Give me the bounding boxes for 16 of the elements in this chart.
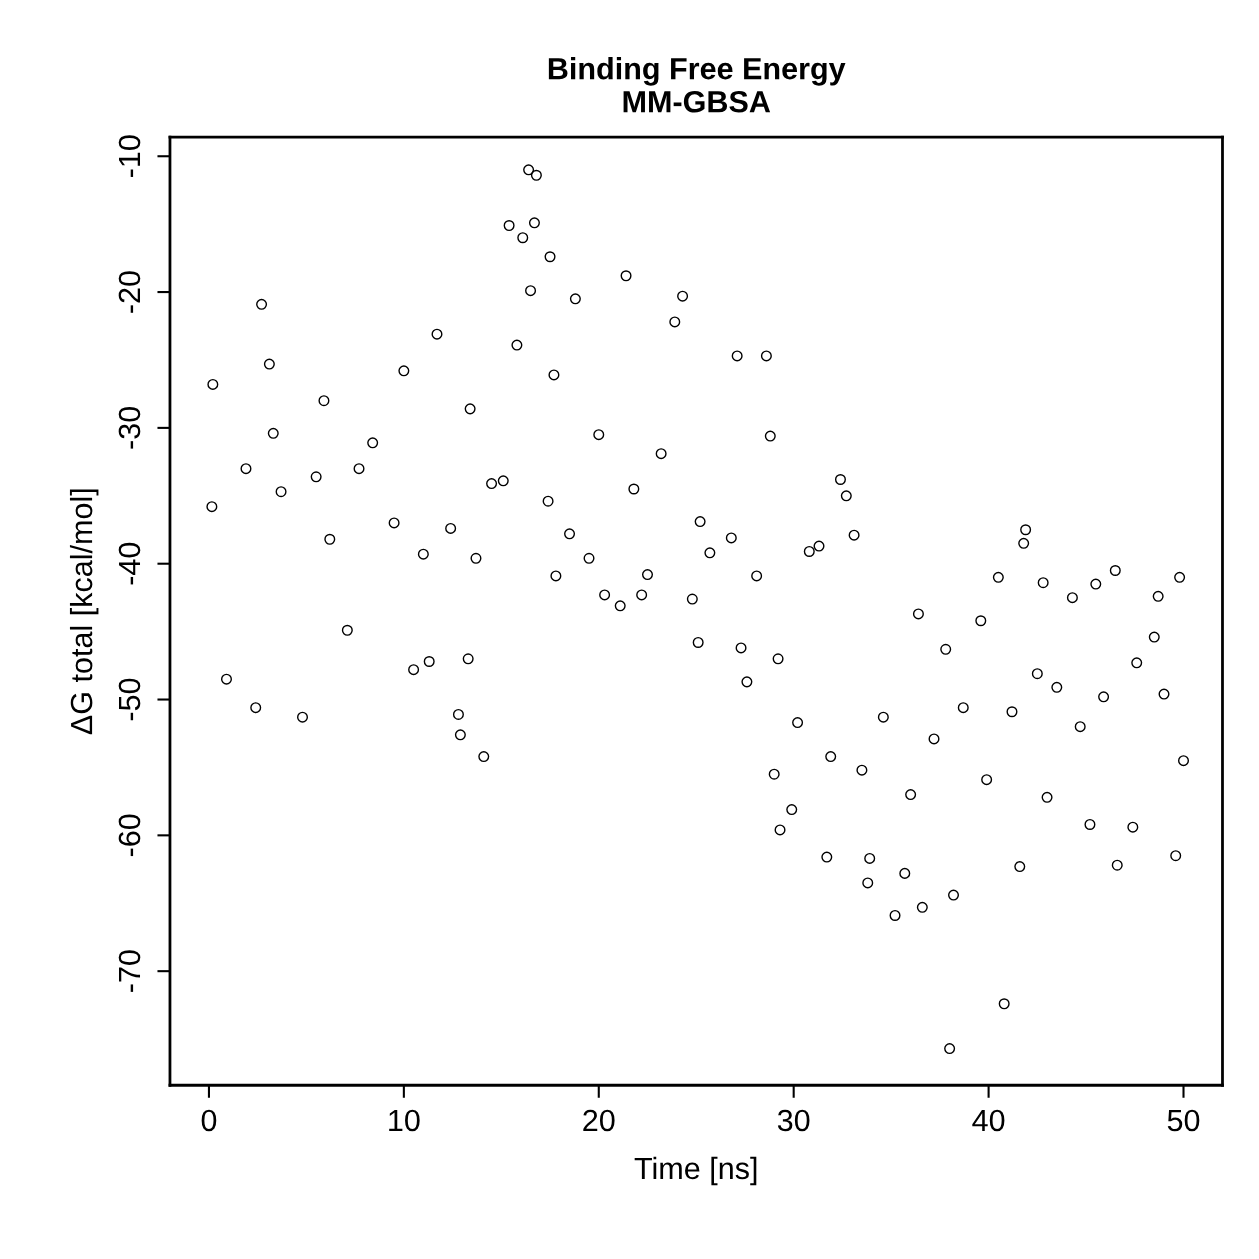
y-axis-title: ΔG total [kcal/mol]	[69, 489, 99, 735]
x-tick-label: 30	[777, 1109, 810, 1132]
x-tick-label: 0	[201, 1109, 217, 1132]
y-tick-label: -40	[118, 542, 141, 585]
x-tick-label: 10	[389, 1109, 420, 1132]
y-tick-label: -10	[118, 135, 141, 177]
x-tick-label: 20	[583, 1109, 615, 1132]
chart-title: Binding Free Energy MM-GBSA	[548, 57, 846, 113]
x-axis-title: Time [ns]	[634, 1156, 757, 1186]
y-tick-label: -20	[118, 271, 141, 313]
y-tick-label: -70	[118, 950, 141, 992]
y-tick-label: -60	[118, 814, 141, 857]
y-tick-label: -50	[118, 678, 141, 721]
y-tick-label: -30	[118, 407, 141, 449]
x-tick-label: 40	[972, 1109, 1005, 1132]
x-tick-label: 50	[1167, 1109, 1200, 1132]
